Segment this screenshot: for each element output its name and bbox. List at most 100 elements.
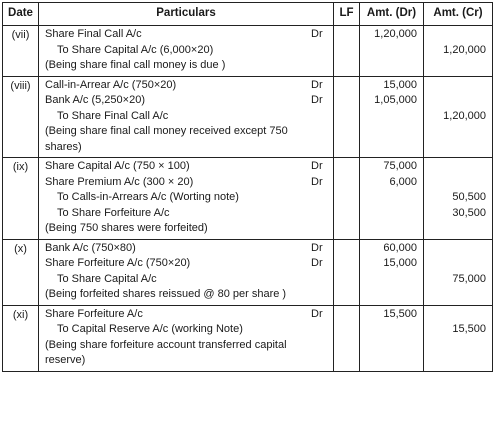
particulars-text: To Share Final Call A/c: [57, 109, 169, 122]
dr-mark: Dr: [311, 94, 323, 106]
amount-debit: 1,20,000: [374, 28, 417, 40]
narration-line: (Being share final call money is due ): [39, 58, 333, 74]
lf-blank: [334, 206, 359, 222]
amount-credit: [424, 353, 492, 369]
dr-mark: [311, 206, 333, 222]
amount-credit: [424, 221, 492, 237]
entry-amt-cr: 15,500: [423, 305, 493, 372]
lf-blank: [334, 78, 359, 94]
amount-credit: [424, 338, 492, 354]
dr-mark: [311, 43, 333, 59]
dr-mark: [311, 287, 333, 303]
amount-credit: [424, 241, 492, 257]
entry-amt-cr: 1,20,000: [423, 76, 493, 158]
dr-mark: Dr: [311, 175, 323, 188]
dr-mark: Dr: [311, 28, 323, 40]
journal-body: (vii) Share Final Call A/c Dr To Share Capi…: [2, 25, 493, 372]
particulars-text: To Capital Reserve A/c (working Note): [57, 323, 243, 335]
lf-blank: [334, 175, 359, 191]
header-date: Date: [2, 2, 39, 26]
lf-blank: [334, 287, 359, 303]
lf-blank: [334, 221, 359, 237]
entry-particulars: Share Capital A/c (750 × 100) Dr Share Pre…: [38, 157, 334, 240]
journal-table: Date Particulars LF Amt. (Dr) Amt. (Cr) …: [2, 2, 493, 372]
dr-mark: [311, 221, 333, 237]
lf-blank: [334, 307, 359, 323]
amount-credit: [424, 58, 492, 74]
entry-date: (ix): [2, 157, 39, 240]
entry-lf: [333, 76, 360, 158]
narration-line: shares): [39, 140, 333, 156]
amount-credit: 75,000: [452, 272, 486, 285]
entry-lf: [333, 305, 360, 372]
dr-mark: [311, 124, 333, 140]
amount-debit: [360, 206, 423, 222]
amount-debit: 6,000: [389, 175, 417, 188]
dr-mark: Dr: [311, 160, 323, 172]
lf-blank: [334, 241, 359, 257]
amount-credit: [424, 256, 492, 272]
dr-mark: [311, 322, 333, 338]
journal-entry-row: (vii) Share Final Call A/c Dr To Share Capi…: [2, 25, 493, 77]
amount-debit: [360, 353, 423, 369]
lf-blank: [334, 109, 359, 125]
particulars-text: Share Premium A/c (300 × 20): [45, 175, 194, 188]
debit-account-line: Share Forfeiture A/c Dr: [39, 307, 333, 323]
dr-mark: Dr: [311, 257, 323, 269]
dr-mark: Dr: [311, 307, 323, 320]
narration-line: (Being 750 shares were forfeited): [39, 221, 333, 237]
amount-debit: [360, 58, 423, 74]
lf-blank: [334, 93, 359, 109]
debit-account-line: Share Premium A/c (300 × 20) Dr: [39, 175, 333, 191]
debit-account-line: Share Capital A/c (750 × 100) Dr: [39, 159, 333, 175]
lf-blank: [334, 159, 359, 175]
particulars-text: Bank A/c (750×80): [45, 241, 136, 254]
amount-debit: 15,500: [383, 307, 417, 320]
entry-particulars: Call-in-Arrear A/c (750×20) Dr Bank A/c (5…: [38, 76, 334, 158]
entry-amt-cr: 1,20,000: [423, 25, 493, 77]
entry-amt-dr: 1,20,000: [359, 25, 424, 77]
amount-debit: 1,05,000: [374, 94, 417, 106]
amount-credit: [424, 307, 492, 323]
lf-blank: [334, 338, 359, 354]
particulars-text: Share Capital A/c (750 × 100): [45, 160, 190, 172]
credit-account-line: To Calls-in-Arrears A/c (Worting note): [39, 190, 333, 206]
particulars-text: (Being share forfeiture account transfer…: [45, 338, 287, 351]
particulars-text: Share Final Call A/c: [45, 28, 142, 40]
journal-entry-row: (xi) Share Forfeiture A/c Dr To Capital Res…: [2, 305, 493, 372]
header-row: Date Particulars LF Amt. (Dr) Amt. (Cr): [2, 2, 493, 26]
amount-credit: 30,500: [452, 206, 486, 219]
header-lf: LF: [333, 2, 360, 26]
credit-account-line: To Share Capital A/c (6,000×20): [39, 43, 333, 59]
particulars-text: To Share Capital A/c (6,000×20): [57, 43, 214, 56]
entry-amt-cr: 75,000: [423, 239, 493, 306]
lf-blank: [334, 190, 359, 206]
narration-line: reserve): [39, 353, 333, 369]
entry-amt-cr: 50,500 30,500: [423, 157, 493, 240]
amount-debit: 15,000: [383, 257, 417, 269]
amount-credit: [424, 124, 492, 140]
amount-debit: 75,000: [383, 160, 417, 172]
lf-blank: [334, 58, 359, 74]
entry-particulars: Bank A/c (750×80) Dr Share Forfeiture A/c …: [38, 239, 334, 306]
dr-mark: [311, 272, 333, 288]
dr-mark: Dr: [311, 241, 323, 254]
entry-amt-dr: 15,000 1,05,000: [359, 76, 424, 158]
entry-date: (vii): [2, 25, 39, 77]
particulars-text: (Being 750 shares were forfeited): [45, 222, 208, 234]
amount-debit: [360, 221, 423, 237]
entry-date: (x): [2, 239, 39, 306]
narration-line: (Being share final call money received e…: [39, 124, 333, 140]
amount-debit: [360, 190, 423, 206]
entry-date: (viii): [2, 76, 39, 158]
particulars-text: Share Forfeiture A/c: [45, 307, 143, 320]
lf-blank: [334, 353, 359, 369]
dr-mark: [311, 190, 333, 206]
lf-blank: [334, 256, 359, 272]
particulars-text: Share Forfeiture A/c (750×20): [45, 257, 191, 269]
narration-line: (Being share forfeiture account transfer…: [39, 338, 333, 354]
amount-debit: [360, 109, 423, 125]
credit-account-line: To Share Capital A/c: [39, 272, 333, 288]
amount-debit: [360, 140, 423, 156]
journal-entry-row: (ix) Share Capital A/c (750 × 100) Dr Share…: [2, 157, 493, 240]
